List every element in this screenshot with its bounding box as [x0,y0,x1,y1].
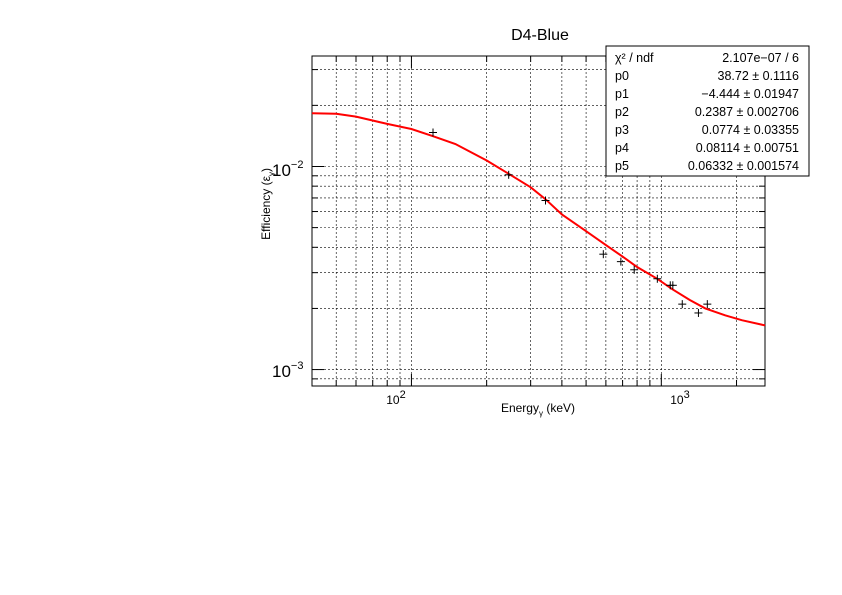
stats-label-p2: p2 [615,105,629,119]
stats-label-p1: p1 [615,87,629,101]
stats-value-p4: 0.08114 ± 0.00751 [696,141,799,155]
fit-curve [311,112,766,327]
data-point [630,265,639,274]
x-tick-label-1000: 103 [670,389,689,407]
stats-value-p0: 38.72 ± 0.1116 [718,69,800,83]
data-point [678,300,687,309]
y-tick-label-0.01: 10−2 [272,159,303,180]
stats-value-p3: 0.0774 ± 0.03355 [702,123,799,137]
data-point [599,250,608,259]
stats-value-chi2: 2.107e−07 / 6 [722,51,799,65]
data-points [429,128,712,317]
data-point [541,196,550,205]
x-axis-label: Energyγ (keV) [501,401,575,418]
fit-curve-group [311,112,766,327]
stats-value-p5: 0.06332 ± 0.001574 [688,159,799,173]
stats-value-p2: 0.2387 ± 0.002706 [695,105,799,119]
stats-label-p4: p4 [615,141,629,155]
fit-stats-box: χ² / ndf 2.107e−07 / 6 p0 38.72 ± 0.1116… [605,45,810,177]
data-point [504,170,513,179]
stats-label-chi2: χ² / ndf [615,51,654,65]
stats-box-frame [605,45,810,177]
stats-value-p1: −4.444 ± 0.01947 [701,87,799,101]
data-point [429,128,438,137]
chart-title: D4-Blue [511,27,569,44]
y-tick-label-0.001: 10−3 [272,360,303,381]
data-point [694,308,703,317]
data-point [616,257,625,266]
x-tick-label-100: 102 [386,389,405,407]
y-axis-label: Efficiency (εγ) [259,168,276,240]
data-point [703,300,712,309]
stats-label-p3: p3 [615,123,629,137]
plot-frame [311,55,766,387]
data-point [668,281,677,290]
data-point [653,274,662,283]
stats-label-p5: p5 [615,159,629,173]
stats-label-p0: p0 [615,69,629,83]
